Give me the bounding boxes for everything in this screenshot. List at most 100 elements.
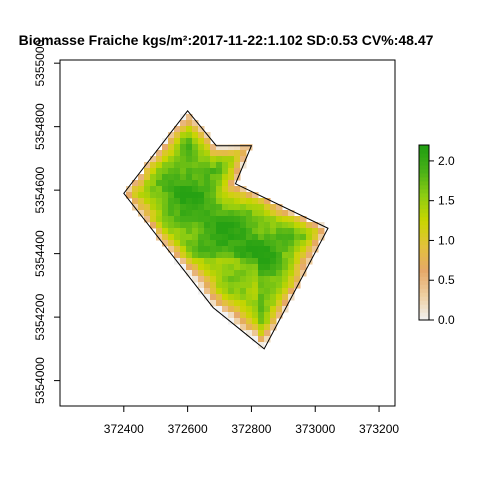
- heatmap-cell: [162, 168, 169, 175]
- heatmap-cell: [240, 312, 247, 319]
- heatmap-cell: [174, 192, 181, 199]
- heatmap-cell: [258, 252, 265, 259]
- heatmap-cell: [150, 204, 157, 211]
- heatmap-cell: [252, 270, 259, 277]
- colorbar-swatch: [419, 220, 429, 226]
- heatmap-cell: [294, 270, 301, 277]
- heatmap-cell: [198, 276, 205, 283]
- heatmap-cell: [234, 144, 241, 151]
- heatmap-cell: [204, 258, 211, 265]
- colorbar-tick-label: 0.0: [438, 313, 455, 327]
- heatmap-cell: [222, 288, 229, 295]
- heatmap-cell: [162, 174, 169, 181]
- heatmap-cell: [228, 168, 235, 175]
- heatmap-cell: [174, 144, 181, 151]
- heatmap-cell: [192, 234, 199, 241]
- colorbar-swatch: [419, 208, 429, 214]
- heatmap-cell: [204, 270, 211, 277]
- y-tick-label: 5354400: [33, 230, 47, 277]
- heatmap-cell: [234, 222, 241, 229]
- heatmap-cell: [276, 264, 283, 271]
- heatmap-cell: [282, 270, 289, 277]
- heatmap-cell: [210, 258, 217, 265]
- heatmap-cell: [264, 222, 271, 229]
- heatmap-cell: [264, 288, 271, 295]
- heatmap-cell: [246, 198, 253, 205]
- heatmap-cell: [216, 240, 223, 247]
- heatmap-cell: [216, 264, 223, 271]
- heatmap-cell: [174, 222, 181, 229]
- heatmap-cell: [264, 312, 271, 319]
- heatmap-cell: [168, 204, 175, 211]
- heatmap-cell: [222, 162, 229, 169]
- heatmap-cell: [162, 138, 169, 145]
- colorbar-swatch: [419, 284, 429, 289]
- heatmap-cell: [240, 246, 247, 253]
- y-tick-label: 5354600: [33, 166, 47, 213]
- heatmap-cell: [246, 318, 253, 325]
- heatmap-cell: [258, 294, 265, 301]
- heatmap-cell: [240, 234, 247, 241]
- heatmap-cell: [270, 234, 277, 241]
- heatmap-cell: [252, 210, 259, 217]
- chart-title: Biomasse Fraiche kgs/m²:2017-11-22:1.102…: [19, 32, 434, 48]
- heatmap-cell: [186, 114, 193, 121]
- heatmap-cell: [210, 252, 217, 259]
- heatmap-cell: [222, 156, 229, 163]
- heatmap-cell: [192, 276, 199, 283]
- heatmap-cell: [180, 234, 187, 241]
- heatmap-cell: [216, 180, 223, 187]
- heatmap-cell: [282, 240, 289, 247]
- heatmap-cell: [300, 270, 307, 277]
- heatmap-cell: [186, 138, 193, 145]
- colorbar-swatch: [419, 164, 429, 170]
- heatmap-cell: [282, 288, 289, 295]
- heatmap-cell: [252, 282, 259, 289]
- heatmap-cell: [306, 222, 313, 229]
- heatmap-cell: [258, 228, 265, 235]
- heatmap-cell: [252, 222, 259, 229]
- heatmap-cell: [162, 144, 169, 151]
- heatmap-cell: [246, 210, 253, 217]
- colorbar-swatch: [419, 152, 429, 158]
- heatmap-cell: [270, 210, 277, 217]
- colorbar-swatch: [419, 264, 429, 269]
- heatmap-cell: [162, 204, 169, 211]
- heatmap-cell: [264, 246, 271, 253]
- heatmap-cell: [192, 222, 199, 229]
- heatmap-cell: [228, 186, 235, 193]
- heatmap-cell: [252, 252, 259, 259]
- colorbar-swatch: [419, 184, 429, 190]
- heatmap-cell: [180, 132, 187, 139]
- heatmap-cell: [144, 192, 151, 199]
- heatmap-cell: [282, 246, 289, 253]
- heatmap-cell: [258, 318, 265, 325]
- heatmap-cell: [246, 240, 253, 247]
- heatmap-cell: [198, 288, 205, 295]
- heatmap-cell: [300, 264, 307, 271]
- heatmap-cell: [162, 216, 169, 223]
- heatmap-cell: [240, 324, 247, 331]
- heatmap-cell: [192, 246, 199, 253]
- heatmap-cell: [192, 174, 199, 181]
- heatmap-cell: [258, 270, 265, 277]
- heatmap-cell: [306, 228, 313, 235]
- heatmap-cell: [246, 234, 253, 241]
- heatmap-cell: [138, 180, 145, 187]
- heatmap-cell: [162, 186, 169, 193]
- heatmap-cell: [180, 210, 187, 217]
- heatmap-cell: [228, 276, 235, 283]
- heatmap-cell: [168, 138, 175, 145]
- x-axis: 372400 372600 372800 373000 373200: [104, 406, 399, 436]
- x-tick-label: 372400: [104, 422, 144, 436]
- heatmap-cell: [252, 294, 259, 301]
- heatmap-cell: [204, 234, 211, 241]
- heatmap-cell: [150, 174, 157, 181]
- heatmap-cell: [186, 258, 193, 265]
- heatmap-cell: [252, 228, 259, 235]
- heatmap-cell: [192, 258, 199, 265]
- heatmap-cell: [276, 240, 283, 247]
- heatmap-cell: [216, 144, 223, 151]
- heatmap-cell: [210, 156, 217, 163]
- heatmap-cell: [186, 222, 193, 229]
